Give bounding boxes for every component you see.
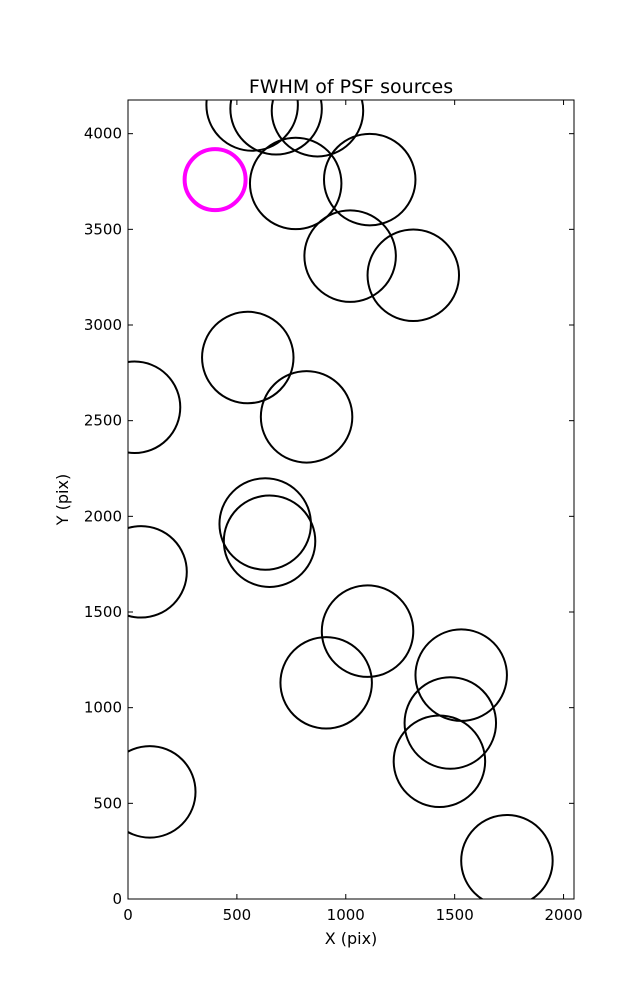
- x-axis-label: X (pix): [325, 929, 378, 948]
- axis-ticks: 0 500 1000 1500 2000 0 500 1000 1500 2000 2500 3000…: [84, 100, 583, 924]
- x-tick-label: 1500: [436, 906, 474, 924]
- plot-frame: [127, 99, 575, 900]
- psf-source-marker: [201, 310, 295, 405]
- y-tick-label: 2500: [84, 412, 122, 430]
- x-tick-label: 1000: [327, 906, 365, 924]
- psf-source-marker: [218, 477, 312, 571]
- psf-source-marker: [205, 100, 299, 152]
- psf-source-marker: [128, 745, 197, 839]
- psf-source-marker: [259, 370, 354, 464]
- psf-source-marker: [303, 209, 397, 303]
- chart-title: FWHM of PSF sources: [249, 76, 453, 98]
- y-tick-label: 1000: [84, 699, 122, 717]
- y-tick-label: 2000: [84, 507, 122, 525]
- y-axis-label: Y (pix): [53, 474, 72, 526]
- psf-source-marker: [222, 494, 317, 588]
- psf-source-marker: [366, 228, 461, 322]
- psf-source-marker: [248, 136, 343, 231]
- x-tick-label: 2000: [544, 906, 582, 924]
- psf-source-marker: [128, 525, 188, 619]
- x-tick-label: 0: [123, 906, 133, 924]
- y-tick-label: 3500: [84, 220, 122, 238]
- psf-source-marker: [322, 132, 417, 227]
- psf-source-marker: [270, 100, 365, 158]
- x-tick-label: 500: [223, 906, 252, 924]
- y-tick-label: 4000: [84, 125, 122, 143]
- y-tick-label: 1500: [84, 603, 122, 621]
- y-tick-label: 3000: [84, 316, 122, 334]
- psf-source-marker: [128, 360, 182, 454]
- y-tick-label: 500: [93, 794, 122, 812]
- psf-source-marker: [229, 100, 323, 156]
- highlighted-source-marker: [182, 147, 248, 213]
- psf-source-marker: [403, 676, 498, 770]
- psf-source-marker: [460, 814, 554, 899]
- y-tick-label: 0: [112, 890, 122, 908]
- psf-source-marker: [392, 714, 487, 808]
- psf-source-marker: [279, 636, 373, 730]
- data-points: [128, 100, 554, 899]
- psf-source-marker: [320, 584, 415, 678]
